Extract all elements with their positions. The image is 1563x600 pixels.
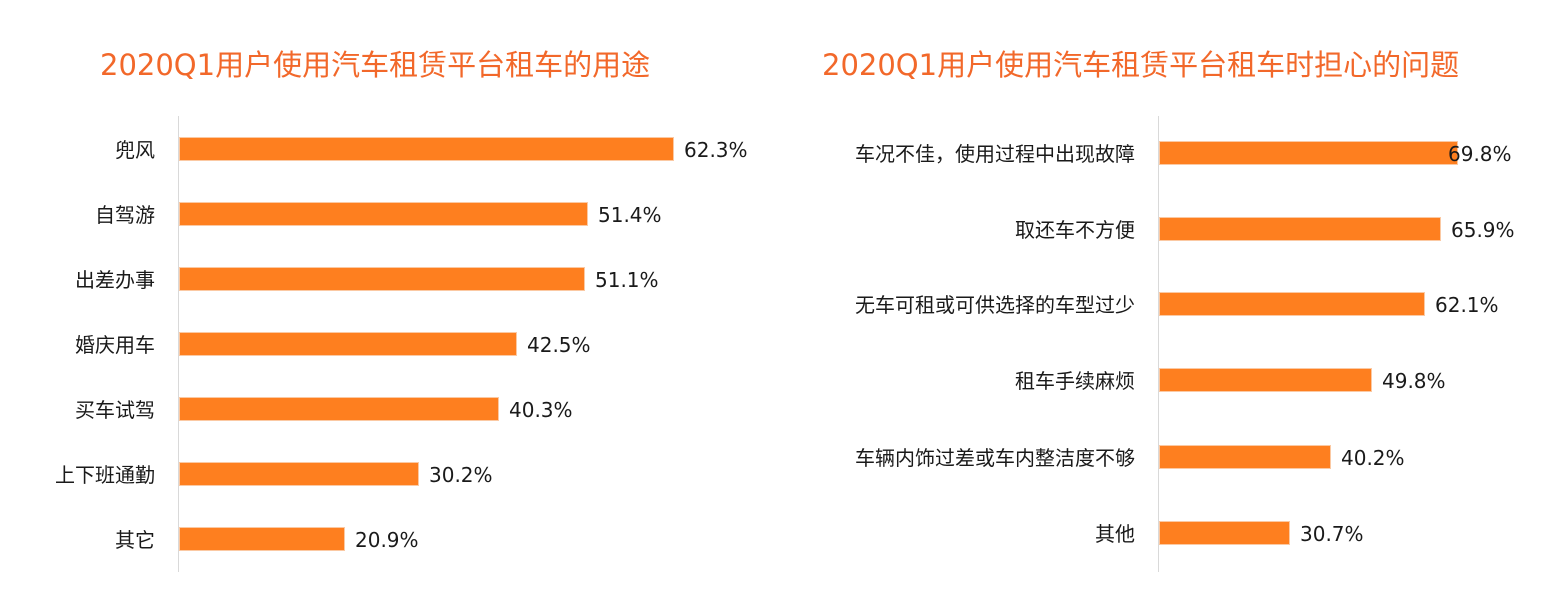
value-label: 42.5%	[527, 333, 591, 357]
bar-row: 兜风 62.3%	[0, 137, 1563, 163]
bar	[179, 332, 517, 356]
value-label: 30.7%	[1300, 522, 1364, 546]
bar	[179, 462, 419, 486]
category-label: 车辆内饰过差或车内整洁度不够	[855, 446, 1135, 470]
category-label: 婚庆用车	[75, 333, 155, 357]
category-label: 车况不佳，使用过程中出现故障	[855, 142, 1135, 166]
bar-row: 出差办事 51.1%	[0, 267, 1563, 293]
bar	[1159, 368, 1372, 392]
value-label: 40.3%	[509, 398, 573, 422]
bar-row: 自驾游 51.4%	[0, 202, 1563, 228]
bar	[179, 267, 585, 291]
value-label: 40.2%	[1341, 446, 1405, 470]
bar	[1159, 217, 1441, 241]
value-label: 62.1%	[1435, 293, 1499, 317]
chart-title: 2020Q1用户使用汽车租赁平台租车时担心的问题	[822, 48, 1460, 82]
category-label: 自驾游	[95, 203, 155, 227]
value-label: 20.9%	[355, 528, 419, 552]
bar	[179, 202, 588, 226]
bar	[179, 397, 499, 421]
category-label: 出差办事	[75, 268, 155, 292]
category-label: 取还车不方便	[1015, 218, 1135, 242]
value-label: 62.3%	[684, 138, 748, 162]
bar-row: 车辆内饰过差或车内整洁度不够 40.2%	[0, 445, 1563, 471]
bar-row: 买车试驾 40.3%	[0, 397, 1563, 423]
bar-row: 上下班通勤 30.2%	[0, 462, 1563, 488]
category-label: 其它	[115, 528, 155, 552]
bar-row: 其它 20.9%	[0, 527, 1563, 553]
value-label: 51.4%	[598, 203, 662, 227]
bar	[179, 527, 345, 551]
chart-title: 2020Q1用户使用汽车租赁平台租车的用途	[100, 48, 651, 82]
value-label: 51.1%	[595, 268, 659, 292]
category-label: 买车试驾	[75, 398, 155, 422]
bar-row: 其他 30.7%	[0, 521, 1563, 547]
bar	[179, 137, 674, 161]
category-label: 租车手续麻烦	[1015, 369, 1135, 393]
bar	[1159, 292, 1425, 316]
value-label: 65.9%	[1451, 218, 1515, 242]
value-label: 30.2%	[429, 463, 493, 487]
category-axis	[1158, 116, 1159, 572]
bar-row: 无车可租或可供选择的车型过少 62.1%	[0, 292, 1563, 318]
value-label: 49.8%	[1382, 369, 1446, 393]
bar-row: 租车手续麻烦 49.8%	[0, 368, 1563, 394]
category-label: 其他	[1095, 522, 1135, 546]
bar	[1159, 521, 1290, 545]
category-axis	[178, 116, 179, 572]
category-label: 上下班通勤	[55, 463, 155, 487]
category-label: 兜风	[115, 138, 155, 162]
value-label: 69.8%	[1448, 142, 1512, 166]
bar-row: 取还车不方便 65.9%	[0, 217, 1563, 243]
category-label: 无车可租或可供选择的车型过少	[855, 293, 1135, 317]
bar	[1159, 141, 1458, 165]
usage-chart: 2020Q1用户使用汽车租赁平台租车的用途 兜风 62.3% 自驾游 51.4% 出差办…	[0, 0, 780, 600]
bar-row: 车况不佳，使用过程中出现故障 69.8%	[0, 141, 1563, 167]
bar	[1159, 445, 1331, 469]
bar-row: 婚庆用车 42.5%	[0, 332, 1563, 358]
